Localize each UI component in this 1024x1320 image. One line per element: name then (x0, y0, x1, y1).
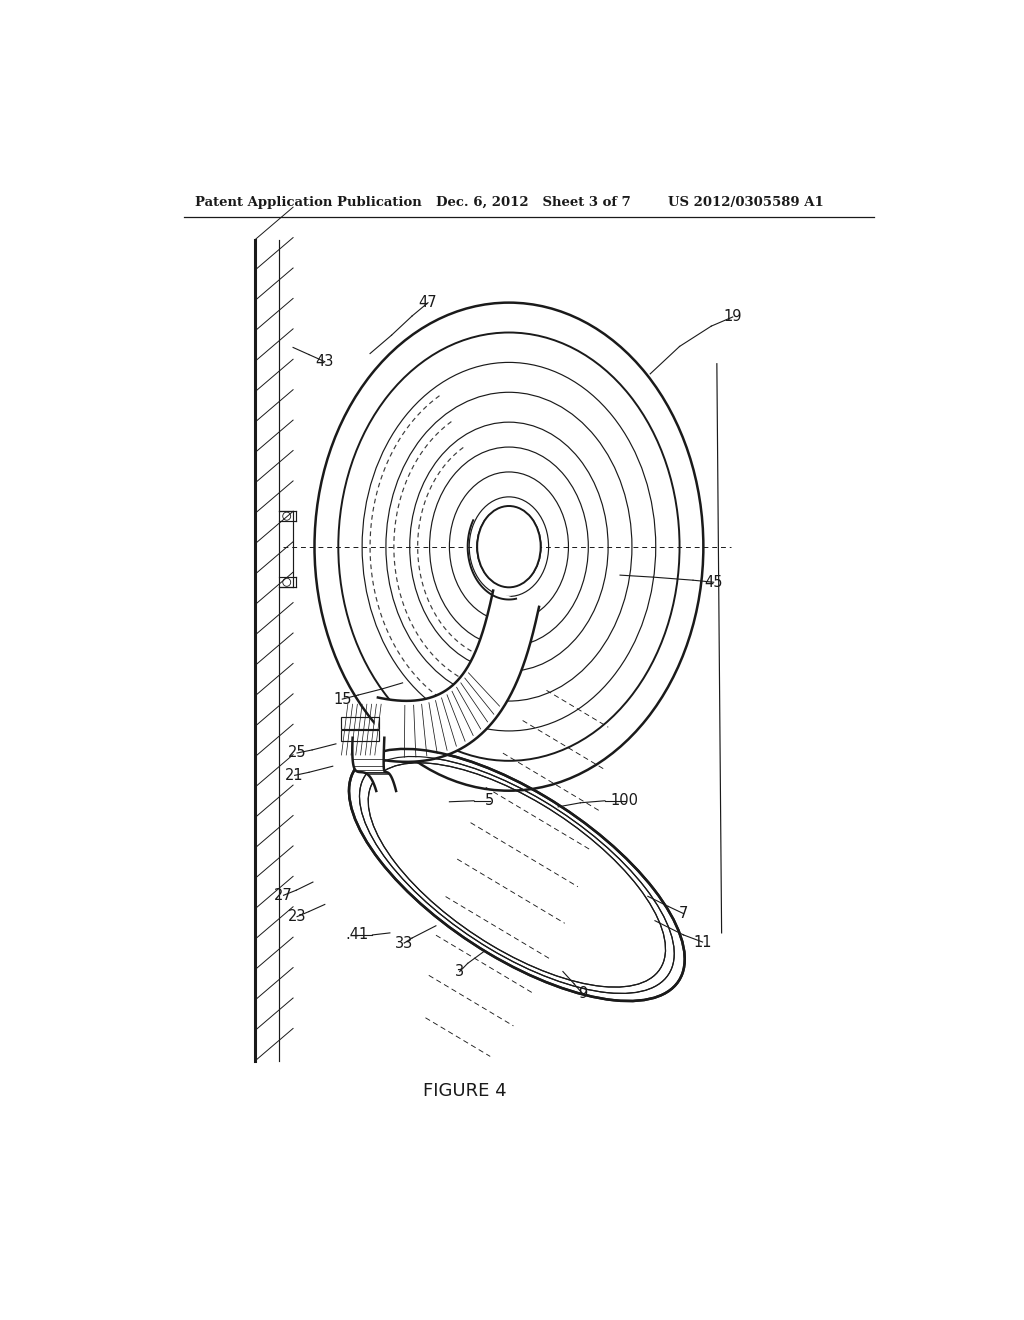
Text: 19: 19 (724, 309, 742, 325)
Text: 15: 15 (333, 692, 351, 706)
Text: Dec. 6, 2012   Sheet 3 of 7: Dec. 6, 2012 Sheet 3 of 7 (436, 195, 631, 209)
Ellipse shape (477, 506, 541, 587)
Bar (341, 730, 379, 741)
Text: 11: 11 (693, 935, 712, 949)
Text: FIGURE 4: FIGURE 4 (424, 1082, 507, 1101)
Polygon shape (352, 738, 396, 791)
Text: 45: 45 (705, 574, 723, 590)
Polygon shape (370, 590, 539, 762)
Text: 5: 5 (485, 793, 495, 808)
Text: .41: .41 (346, 928, 369, 942)
Text: 25: 25 (288, 746, 306, 760)
Bar (341, 718, 379, 729)
Text: 27: 27 (274, 888, 293, 903)
Text: 100: 100 (610, 793, 639, 808)
Text: 47: 47 (419, 296, 437, 310)
Text: 33: 33 (395, 936, 414, 950)
Text: 43: 43 (315, 354, 334, 370)
Text: 7: 7 (679, 906, 688, 921)
Text: 23: 23 (288, 909, 306, 924)
Ellipse shape (349, 748, 685, 1001)
Text: 21: 21 (286, 768, 304, 783)
Text: Patent Application Publication: Patent Application Publication (196, 195, 422, 209)
Text: 3: 3 (455, 964, 464, 979)
Text: 9: 9 (579, 986, 588, 1002)
Text: US 2012/0305589 A1: US 2012/0305589 A1 (668, 195, 823, 209)
